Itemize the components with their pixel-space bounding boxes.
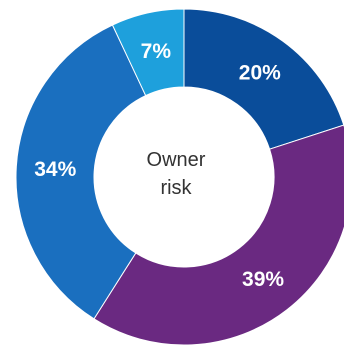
donut-slice-4 [111, 8, 185, 97]
donut-slice-2 [93, 124, 344, 346]
slice-labels: 20% 39% 34% 7% [34, 40, 284, 291]
center-label-line-2: risk [160, 177, 192, 199]
slice-label-2: 39% [242, 268, 284, 291]
donut-slice-3 [15, 24, 147, 320]
slice-label-3: 34% [34, 158, 76, 181]
donut-slices [15, 8, 344, 346]
donut-slice-1 [183, 8, 344, 150]
slice-label-4: 7% [141, 40, 172, 63]
center-label-line-1: Owner [147, 149, 206, 171]
slice-label-1: 20% [239, 62, 281, 85]
